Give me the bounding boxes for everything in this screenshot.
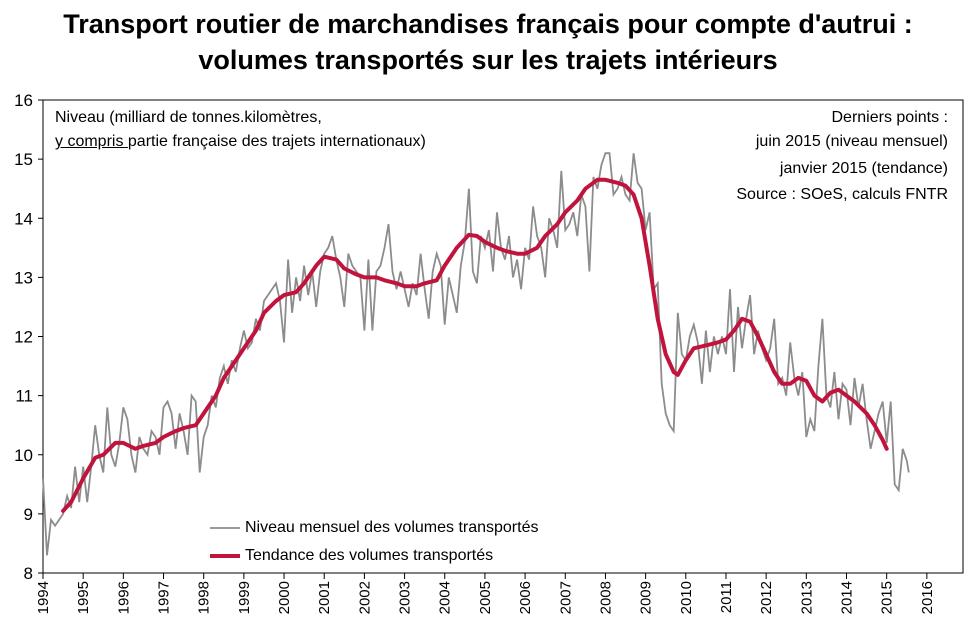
x-tick-label: 1994	[35, 581, 52, 614]
info-monthly-date: juin 2015 (niveau mensuel)	[755, 133, 948, 150]
unit-label-underlined: y compris	[55, 133, 128, 150]
x-tick-label: 2006	[517, 581, 534, 614]
x-tick-label: 1999	[236, 581, 253, 614]
y-tick-label: 12	[14, 328, 33, 347]
chart-title-line1: Transport routier de marchandises frança…	[63, 9, 913, 39]
x-tick-label: 2016	[919, 581, 936, 614]
x-tick-label: 2015	[879, 581, 896, 614]
x-tick-label: 2000	[276, 581, 293, 614]
x-tick-label: 1996	[115, 581, 132, 614]
y-tick-label: 9	[24, 505, 33, 524]
legend-monthly-label: Niveau mensuel des volumes transportés	[245, 519, 539, 536]
x-tick-label: 2014	[838, 581, 855, 614]
x-tick-label: 2003	[397, 581, 414, 614]
unit-label-rest: partie française des trajets internation…	[127, 133, 426, 150]
y-tick-label: 8	[24, 564, 33, 583]
y-tick-label: 13	[14, 268, 33, 287]
x-tick-label: 2010	[678, 581, 695, 614]
x-tick-label: 2002	[356, 581, 373, 614]
info-source: Source : SOeS, calculs FNTR	[736, 186, 948, 203]
x-tick-label: 1997	[156, 581, 173, 614]
x-tick-label: 2012	[758, 581, 775, 614]
x-tick-label: 2011	[718, 581, 735, 613]
x-tick-label: 2007	[557, 581, 574, 614]
axes: 8 9 10 11 12 13 14 15 16 1994 1995 1996 1997 1998 1999…	[14, 91, 936, 614]
x-tick-label: 1998	[196, 581, 213, 614]
x-tick-label: 2004	[437, 581, 454, 614]
monthly-series-line	[42, 152, 910, 556]
y-tick-label: 15	[14, 150, 33, 169]
info-last-points: Derniers points :	[831, 109, 949, 126]
y-tick-label: 14	[14, 209, 33, 228]
legend-trend-label: Tendance des volumes transportés	[245, 547, 494, 564]
unit-label-line1: Niveau (milliard de tonnes.kilomètres,	[55, 109, 322, 126]
chart-title-line2: volumes transportés sur les trajets inté…	[198, 45, 778, 75]
x-tick-label: 2009	[638, 581, 655, 614]
y-tick-label: 16	[14, 91, 33, 110]
x-tick-label: 2008	[597, 581, 614, 614]
y-tick-label: 11	[15, 387, 33, 406]
y-tick-label: 10	[14, 446, 33, 465]
x-tick-label: 2001	[316, 581, 333, 614]
info-trend-date: janvier 2015 (tendance)	[779, 160, 948, 177]
x-tick-label: 2005	[477, 581, 494, 614]
x-tick-label: 1995	[75, 581, 92, 614]
x-tick-label: 2013	[798, 581, 815, 614]
trend-series-line	[61, 177, 889, 513]
unit-label-line2: y compris partie française des trajets i…	[55, 130, 426, 154]
